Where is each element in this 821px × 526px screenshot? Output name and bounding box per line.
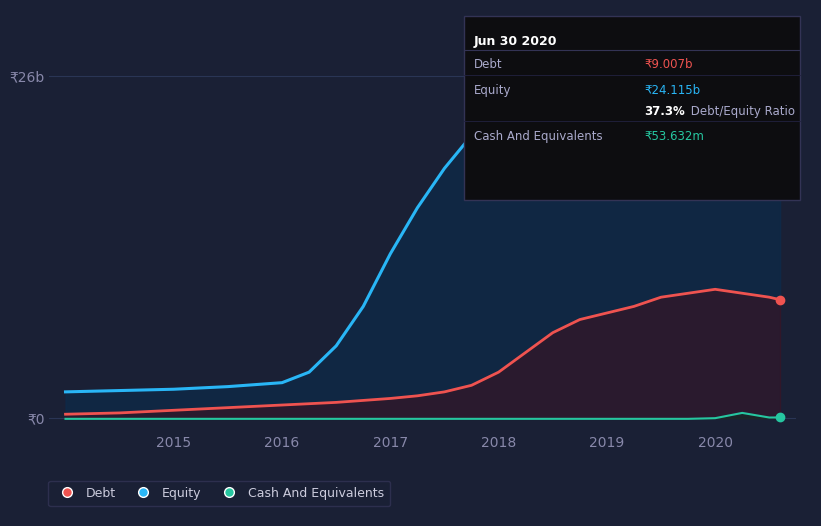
- Text: ₹9.007b: ₹9.007b: [644, 58, 693, 72]
- Text: 37.3%: 37.3%: [644, 105, 686, 118]
- Text: Equity: Equity: [474, 84, 511, 97]
- Text: Debt: Debt: [474, 58, 502, 72]
- Text: Cash And Equivalents: Cash And Equivalents: [474, 130, 603, 143]
- Legend: Debt, Equity, Cash And Equivalents: Debt, Equity, Cash And Equivalents: [48, 481, 390, 506]
- Text: Jun 30 2020: Jun 30 2020: [474, 35, 557, 48]
- Text: ₹24.115b: ₹24.115b: [644, 84, 700, 97]
- Text: Debt/Equity Ratio: Debt/Equity Ratio: [687, 105, 796, 118]
- Text: ₹53.632m: ₹53.632m: [644, 130, 704, 143]
